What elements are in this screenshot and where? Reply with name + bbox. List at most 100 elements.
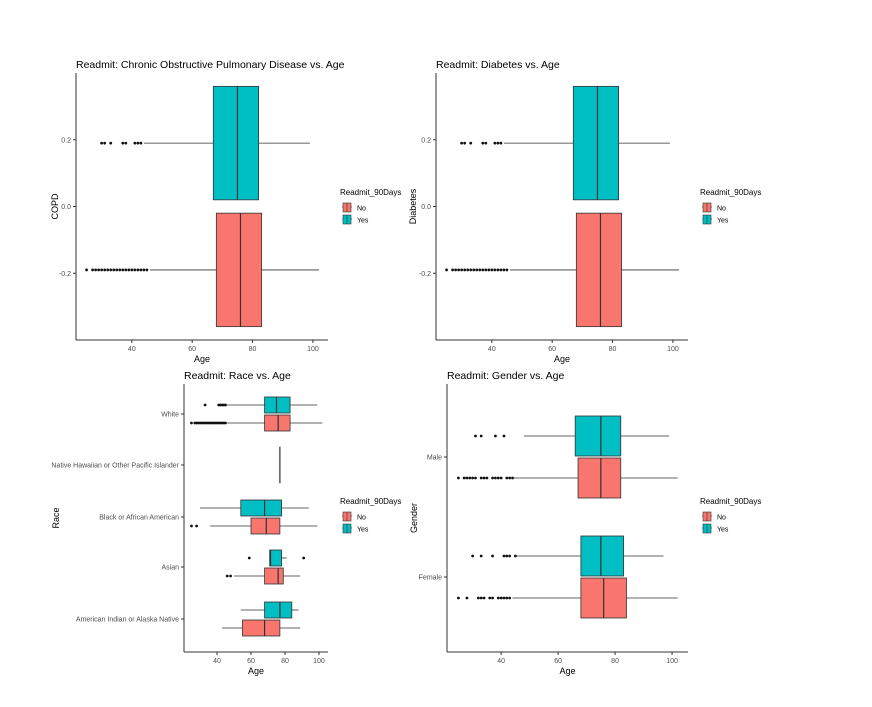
outlier-point: [146, 269, 149, 272]
outlier-point: [109, 142, 112, 145]
outlier-point: [103, 269, 106, 272]
outlier-point: [445, 269, 448, 272]
y-axis-title: Gender: [409, 503, 419, 533]
outlier-point: [127, 269, 130, 272]
outlier-point: [85, 269, 88, 272]
x-axis-title: Age: [554, 354, 570, 364]
y-axis-title: Race: [51, 507, 61, 528]
y-tick-label: -0.2: [419, 271, 431, 278]
box-iqr: [265, 415, 291, 431]
outlier-point: [109, 269, 112, 272]
y-tick-label: 0.2: [421, 137, 431, 144]
legend-label: Yes: [357, 527, 369, 534]
outlier-point: [124, 142, 127, 145]
outlier-point: [497, 477, 500, 480]
x-tick-label: 40: [213, 658, 221, 665]
outlier-point: [121, 142, 124, 145]
panel-title: Readmit: Diabetes vs. Age: [436, 59, 560, 71]
outlier-point: [493, 142, 496, 145]
outlier-point: [475, 269, 478, 272]
outlier-point: [508, 597, 511, 600]
outlier-point: [466, 597, 469, 600]
outlier-point: [491, 477, 494, 480]
box-no: [457, 578, 678, 618]
box-yes: [200, 500, 309, 516]
outlier-point: [91, 269, 94, 272]
outlier-point: [500, 477, 503, 480]
y-tick-label: 0.2: [61, 137, 71, 144]
legend-label: No: [717, 515, 726, 522]
x-tick-label: 80: [611, 658, 619, 665]
x-tick-label: 100: [667, 346, 679, 353]
box-iqr: [265, 397, 291, 413]
panel-title: Readmit: Gender vs. Age: [447, 370, 564, 382]
outlier-point: [133, 269, 136, 272]
outlier-point: [248, 557, 251, 560]
box-no: [222, 620, 300, 636]
panel-title: Readmit: Race vs. Age: [184, 370, 291, 382]
box-yes: [241, 602, 299, 618]
outlier-point: [503, 597, 506, 600]
outlier-point: [511, 477, 514, 480]
outlier-point: [496, 142, 499, 145]
outlier-point: [481, 269, 484, 272]
outlier-point: [472, 269, 475, 272]
outlier-point: [115, 269, 118, 272]
outlier-point: [468, 477, 471, 480]
x-axis-title: Age: [248, 666, 264, 676]
y-tick-label: 0.0: [61, 204, 71, 211]
outlier-point: [130, 269, 133, 272]
outlier-point: [494, 477, 497, 480]
outlier-point: [302, 557, 305, 560]
legend-title: Readmit_90Days: [340, 497, 401, 506]
box-no: [190, 518, 317, 534]
legend-label: Yes: [357, 218, 369, 225]
outlier-point: [136, 142, 139, 145]
x-tick-label: 80: [609, 346, 617, 353]
outlier-point: [503, 269, 506, 272]
y-tick-label: Black or African American: [99, 515, 179, 522]
outlier-point: [494, 435, 497, 438]
box-yes: [471, 536, 663, 576]
legend-label: Yes: [717, 218, 729, 225]
y-tick-label: Female: [419, 575, 442, 582]
outlier-point: [224, 422, 227, 425]
outlier-point: [106, 269, 109, 272]
y-axis-title: COPD: [50, 193, 60, 220]
outlier-point: [471, 477, 474, 480]
outlier-point: [469, 142, 472, 145]
outlier-point: [226, 575, 229, 578]
box-yes: [474, 416, 669, 456]
outlier-point: [503, 555, 506, 558]
outlier-point: [490, 269, 493, 272]
outlier-point: [94, 269, 97, 272]
outlier-point: [474, 477, 477, 480]
outlier-point: [478, 269, 481, 272]
outlier-point: [508, 555, 511, 558]
outlier-point: [139, 269, 142, 272]
box-no: [226, 568, 301, 584]
outlier-point: [100, 142, 103, 145]
outlier-point: [488, 597, 491, 600]
outlier-point: [469, 269, 472, 272]
y-tick-label: -0.2: [59, 271, 71, 278]
box-iqr: [265, 602, 292, 618]
panel-1: Readmit: Chronic Obstructive Pulmonary D…: [50, 59, 401, 364]
outlier-point: [506, 269, 509, 272]
legend-label: No: [717, 206, 726, 213]
outlier-point: [485, 477, 488, 480]
box-iqr: [581, 536, 624, 576]
outlier-point: [477, 597, 480, 600]
outlier-point: [133, 142, 136, 145]
outlier-point: [118, 269, 121, 272]
outlier-point: [505, 555, 508, 558]
outlier-point: [508, 477, 511, 480]
legend-label: No: [357, 515, 366, 522]
y-tick-label: Male: [427, 455, 442, 462]
box-iqr: [213, 86, 258, 199]
